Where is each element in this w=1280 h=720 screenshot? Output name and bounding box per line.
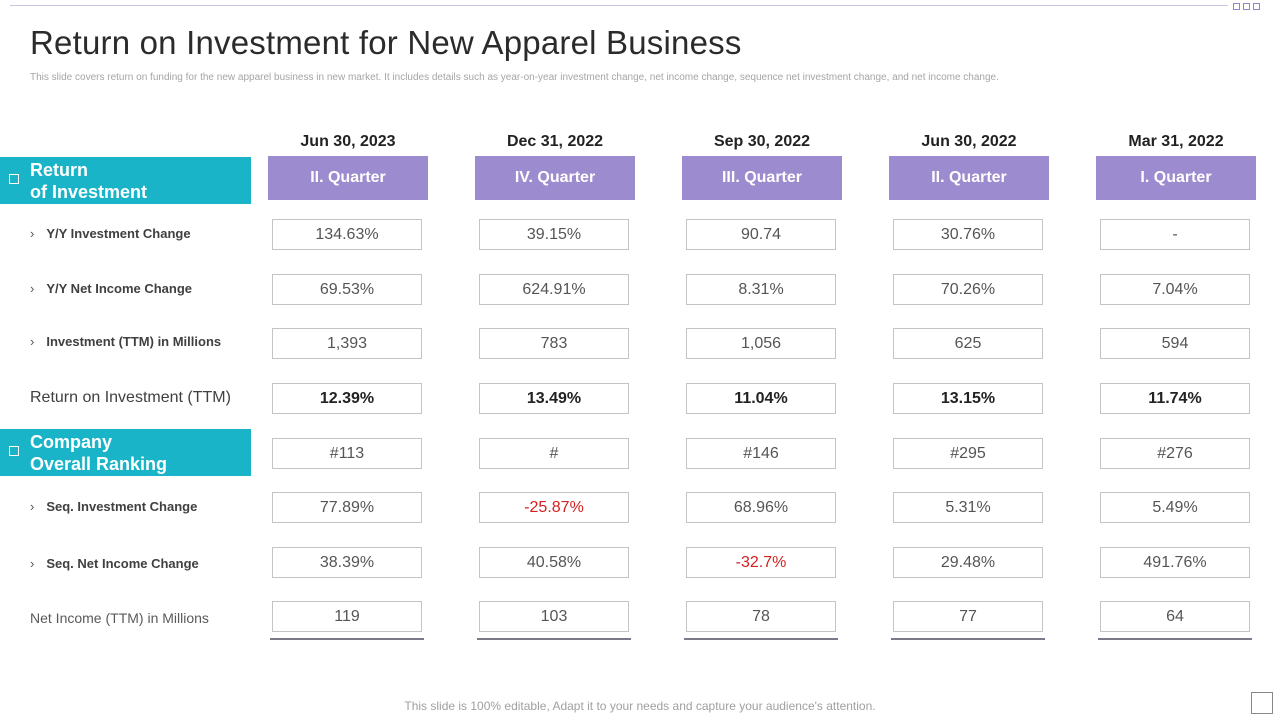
table-cell: 39.15%: [479, 219, 629, 250]
table-cell: 624.91%: [479, 274, 629, 305]
column-quarter-header: II. Quarter: [268, 156, 428, 200]
table-cell: 11.04%: [686, 383, 836, 414]
table-cell: 7.04%: [1100, 274, 1250, 305]
table-cell: 78: [686, 601, 836, 632]
row-label: Return on Investment (TTM): [30, 389, 231, 407]
column-date: Jun 30, 2022: [921, 133, 1017, 150]
table-cell: #146: [686, 438, 836, 469]
table-cell: 64: [1100, 601, 1250, 632]
column-date: Mar 31, 2022: [1128, 133, 1224, 150]
row-label-text: Seq. Net Income Change: [46, 556, 199, 571]
chevron-right-icon: ›: [30, 334, 35, 349]
column-baseline: [270, 638, 424, 640]
column-quarter-header: II. Quarter: [889, 156, 1049, 200]
column-date: Dec 31, 2022: [506, 133, 604, 150]
table-cell: 625: [893, 328, 1043, 359]
table-cell: 29.48%: [893, 547, 1043, 578]
table-cell: 134.63%: [272, 219, 422, 250]
table-cell: #295: [893, 438, 1043, 469]
section-band-return-of-investment: Return of Investment: [0, 157, 251, 204]
table-cell: 8.31%: [686, 274, 836, 305]
chevron-right-icon: ›: [30, 556, 35, 571]
section-marker-icon: [9, 174, 19, 184]
section-label-line1: Company: [30, 432, 113, 452]
table-cell: 13.49%: [479, 383, 629, 414]
table-cell: 70.26%: [893, 274, 1043, 305]
table-cell: 119: [272, 601, 422, 632]
table-cell: 1,056: [686, 328, 836, 359]
row-label-text: Return on Investment (TTM): [30, 389, 231, 406]
page-subtitle: This slide covers return on funding for …: [30, 72, 999, 83]
section-band-company-ranking: Company Overall Ranking: [0, 429, 251, 476]
chevron-right-icon: ›: [30, 499, 35, 514]
table-cell: 1,393: [272, 328, 422, 359]
section-label-line2: Overall Ranking: [30, 454, 168, 474]
table-cell: 783: [479, 328, 629, 359]
row-label: Net Income (TTM) in Millions: [30, 610, 209, 626]
table-cell: -25.87%: [479, 492, 629, 523]
table-cell: -32.7%: [686, 547, 836, 578]
row-label-text: Investment (TTM) in Millions: [46, 334, 222, 349]
column-baseline: [1098, 638, 1252, 640]
table-cell: 77.89%: [272, 492, 422, 523]
footer-note: This slide is 100% editable, Adapt it to…: [404, 699, 876, 713]
row-label-text: Y/Y Investment Change: [46, 226, 191, 241]
table-cell: 77: [893, 601, 1043, 632]
table-cell: 103: [479, 601, 629, 632]
table-cell: 69.53%: [272, 274, 422, 305]
table-cell: 11.74%: [1100, 383, 1250, 414]
table-cell: 12.39%: [272, 383, 422, 414]
column-date: Sep 30, 2022: [713, 133, 811, 150]
column-quarter-header: IV. Quarter: [475, 156, 635, 200]
table-cell: 38.39%: [272, 547, 422, 578]
column-quarter-header: III. Quarter: [682, 156, 842, 200]
row-label-text: Seq. Investment Change: [46, 499, 198, 514]
corner-square-icon: [1243, 3, 1250, 10]
table-cell: #113: [272, 438, 422, 469]
corner-square-icon: [1253, 3, 1260, 10]
chevron-right-icon: ›: [30, 226, 35, 241]
table-cell: 594: [1100, 328, 1250, 359]
table-cell: #276: [1100, 438, 1250, 469]
column-baseline: [684, 638, 838, 640]
table-cell: #: [479, 438, 629, 469]
row-label: › Investment (TTM) in Millions: [30, 334, 221, 349]
column-date: Jun 30, 2023: [300, 133, 396, 150]
column-quarter-header: I. Quarter: [1096, 156, 1256, 200]
table-cell: 5.31%: [893, 492, 1043, 523]
table-cell: 491.76%: [1100, 547, 1250, 578]
table-cell: 5.49%: [1100, 492, 1250, 523]
section-label-line2: of Investment: [30, 182, 148, 202]
row-label-text: Y/Y Net Income Change: [46, 281, 193, 296]
top-decorative-line: [10, 5, 1228, 6]
row-label: › Y/Y Investment Change: [30, 226, 191, 241]
row-label: › Seq. Investment Change: [30, 499, 197, 514]
table-cell: 30.76%: [893, 219, 1043, 250]
chevron-right-icon: ›: [30, 281, 35, 296]
corner-square-icon: [1233, 3, 1240, 10]
page-title: Return on Investment for New Apparel Bus…: [30, 24, 742, 61]
table-cell: -: [1100, 219, 1250, 250]
footer-square-icon: [1251, 692, 1273, 714]
row-label: › Y/Y Net Income Change: [30, 281, 192, 296]
column-baseline: [891, 638, 1045, 640]
table-cell: 40.58%: [479, 547, 629, 578]
column-baseline: [477, 638, 631, 640]
table-cell: 13.15%: [893, 383, 1043, 414]
table-cell: 90.74: [686, 219, 836, 250]
row-label-text: Net Income (TTM) in Millions: [30, 610, 209, 626]
row-label: › Seq. Net Income Change: [30, 556, 199, 571]
table-cell: 68.96%: [686, 492, 836, 523]
section-marker-icon: [9, 446, 19, 456]
section-label-line1: Return: [30, 160, 88, 180]
